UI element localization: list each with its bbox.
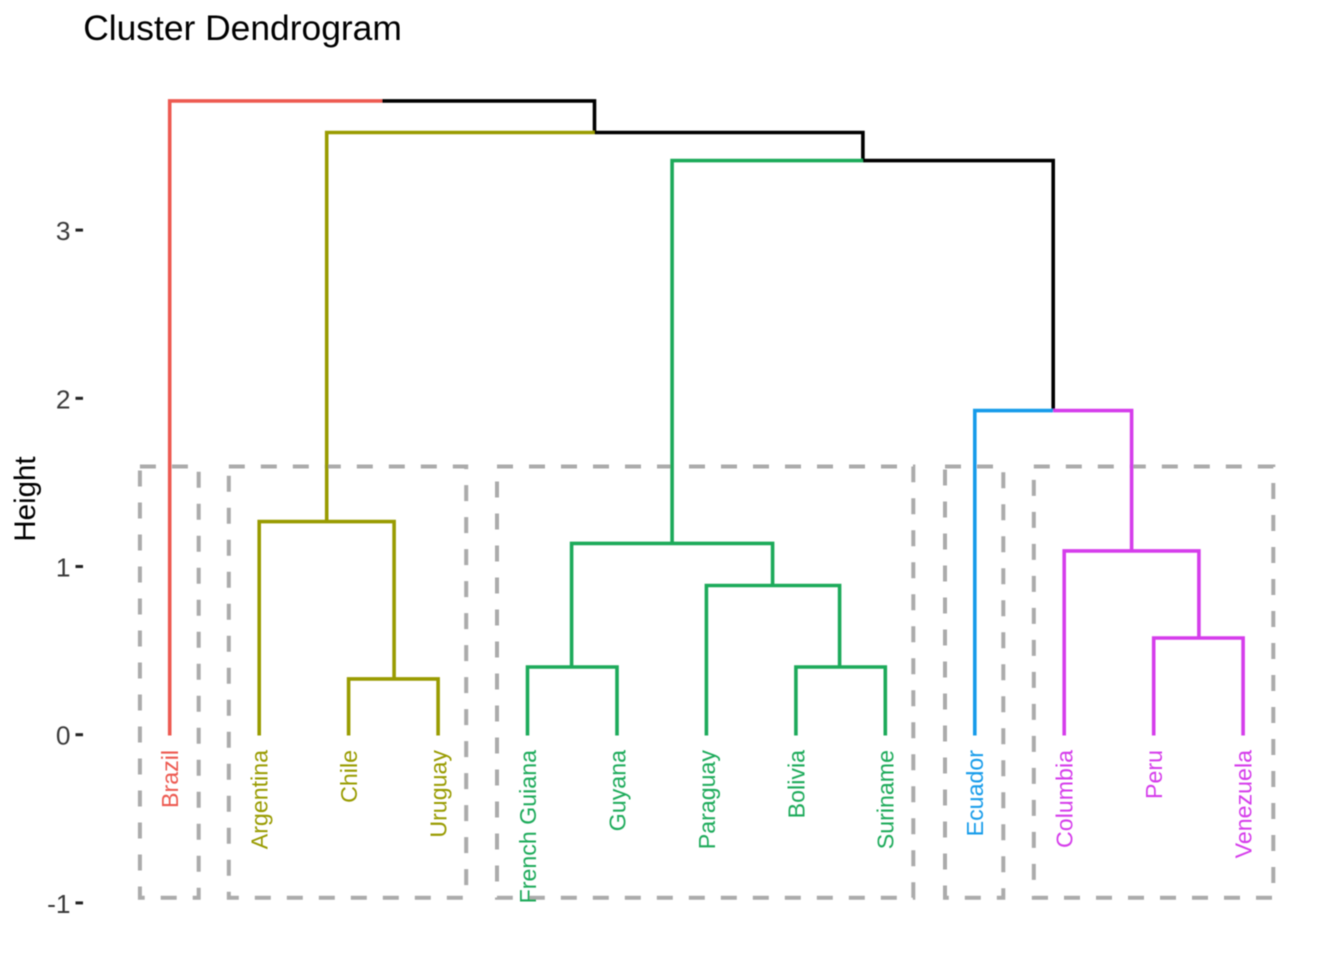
svg-text:Uruguay: Uruguay <box>426 750 452 838</box>
svg-text:Peru: Peru <box>1141 750 1167 799</box>
svg-text:Cluster Dendrogram: Cluster Dendrogram <box>83 8 402 48</box>
svg-text:Paraguay: Paraguay <box>694 750 720 850</box>
svg-text:2: 2 <box>56 384 71 414</box>
svg-text:Venezuela: Venezuela <box>1231 750 1257 858</box>
svg-text:Ecuador: Ecuador <box>962 750 988 837</box>
svg-text:Brazil: Brazil <box>157 750 183 808</box>
svg-text:Argentina: Argentina <box>247 750 273 849</box>
svg-text:Columbia: Columbia <box>1052 750 1078 848</box>
svg-text:Suriname: Suriname <box>873 750 899 849</box>
svg-text:Height: Height <box>9 456 42 541</box>
svg-text:-1: -1 <box>47 889 70 919</box>
svg-text:Guyana: Guyana <box>604 750 630 831</box>
svg-text:French Guiana: French Guiana <box>515 750 541 903</box>
svg-text:Bolivia: Bolivia <box>783 750 809 818</box>
svg-text:3: 3 <box>56 216 71 246</box>
svg-text:1: 1 <box>56 553 71 583</box>
svg-text:0: 0 <box>56 721 71 751</box>
svg-text:Chile: Chile <box>336 750 362 803</box>
